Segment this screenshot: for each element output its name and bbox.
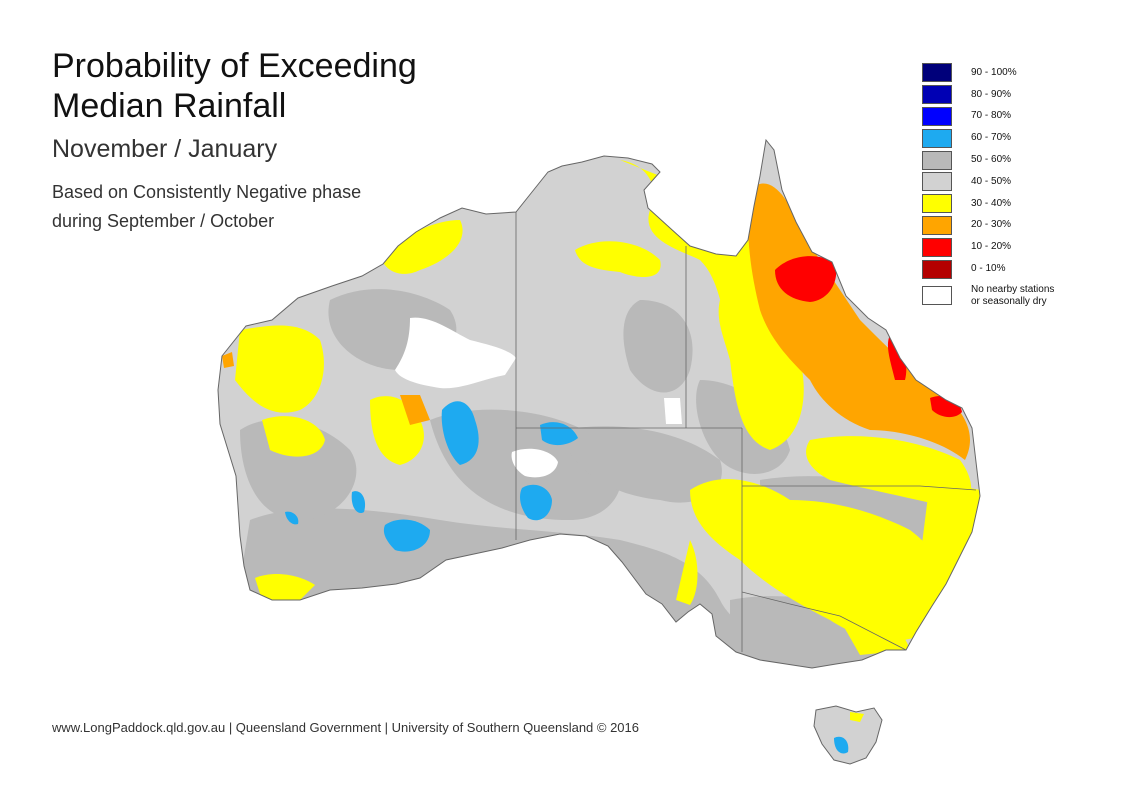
zone-red-cape-york-inland — [775, 256, 837, 302]
zone-blue-sa-central — [520, 484, 552, 521]
legend-swatch — [922, 128, 952, 148]
phase-note: Based on Consistently Negative phase dur… — [52, 178, 361, 236]
legend-item-0-10: 0 - 10% — [922, 258, 1112, 280]
zone-orange-qld — [748, 183, 970, 460]
credits-footer: www.LongPaddock.qld.gov.au | Queensland … — [52, 720, 639, 735]
zone-orange-wa-coast — [222, 352, 234, 368]
legend-swatch — [922, 237, 952, 257]
border-nsw-vic — [741, 591, 907, 651]
legend-item-80-90: 80 - 90% — [922, 84, 1112, 106]
legend-label: 80 - 90% — [971, 88, 1012, 100]
tasmania-blue — [834, 736, 849, 754]
zone-yellow-vic-east — [840, 616, 910, 655]
tasmania-yellow — [850, 712, 864, 722]
zone-no-data-great-sandy — [395, 317, 516, 389]
zone-no-data-nt-spot — [664, 398, 682, 424]
legend-label: 60 - 70% — [971, 132, 1012, 144]
legend-no-data-label: No nearby stations or seasonally dry — [971, 284, 1054, 308]
legend-swatch — [922, 150, 952, 170]
legend-swatch — [922, 106, 952, 126]
map-legend: 90 - 100% 80 - 90% 70 - 80% 60 - 70% 50 … — [922, 62, 1112, 311]
legend-swatch — [922, 85, 952, 105]
zone-yellow-east-coast — [900, 480, 980, 640]
legend-no-data-line-1: No nearby stations — [971, 283, 1055, 295]
zone-yellow-wa-north — [380, 220, 463, 274]
legend-item-90-100: 90 - 100% — [922, 62, 1112, 84]
legend-item-50-60: 50 - 60% — [922, 149, 1112, 171]
zone-blue-wa-central — [441, 401, 479, 465]
title-line-1: Probability of Exceeding — [52, 47, 417, 85]
zone-20-30 — [222, 183, 970, 460]
zone-blue-wa-southwest — [285, 511, 299, 525]
zone-yellow-wa-southwest — [262, 416, 325, 457]
tasmania — [813, 705, 883, 765]
legend-label: 30 - 40% — [971, 197, 1012, 209]
state-borders — [515, 212, 977, 652]
zone-yellow-se — [690, 479, 948, 641]
map-subtitle: November / January — [52, 135, 278, 163]
legend-label: 90 - 100% — [971, 66, 1017, 78]
zone-blue-wa-spot — [351, 491, 366, 514]
legend-label: 20 - 30% — [971, 219, 1012, 231]
legend-swatch — [922, 172, 952, 192]
title-line-2: Median Rainfall — [52, 87, 287, 125]
legend-label: 10 - 20% — [971, 241, 1012, 253]
legend-swatch — [922, 63, 952, 83]
zone-grey-qld-inland — [696, 380, 790, 474]
legend-item-10-20: 10 - 20% — [922, 236, 1112, 258]
zone-yellow-sa — [676, 540, 698, 605]
border-qld-nsw — [742, 485, 977, 491]
legend-item-30-40: 30 - 40% — [922, 193, 1112, 215]
zone-no-data — [395, 317, 682, 478]
legend-label: 40 - 50% — [971, 175, 1012, 187]
zone-red-qld-coast — [887, 335, 907, 380]
legend-item-70-80: 70 - 80% — [922, 106, 1112, 128]
legend-item-40-50: 40 - 50% — [922, 171, 1112, 193]
zone-no-data-lake-eyre — [511, 448, 558, 478]
zone-blue-wa-south — [383, 519, 430, 552]
zone-10-20 — [775, 256, 962, 418]
legend-swatch-no-data — [922, 286, 952, 306]
zone-grey-nt — [623, 300, 693, 393]
legend-swatch — [922, 215, 952, 235]
legend-label: 50 - 60% — [971, 154, 1012, 166]
legend-item-20-30: 20 - 30% — [922, 215, 1112, 237]
legend-item-no-data: No nearby stations or seasonally dry — [922, 281, 1112, 311]
zone-yellow-top-end-2 — [575, 241, 661, 277]
legend-label: 70 - 80% — [971, 110, 1012, 122]
zone-grey-east-central — [560, 426, 722, 503]
zone-yellow-wa-south-coast — [255, 574, 315, 600]
zone-orange-wa — [400, 395, 430, 425]
legend-no-data-line-2: or seasonally dry — [971, 295, 1047, 307]
map-title: Probability of Exceeding Median Rainfall — [52, 46, 417, 126]
zone-30-40 — [235, 160, 980, 655]
zone-yellow-wa-coast — [235, 325, 324, 413]
legend-swatch — [922, 194, 952, 214]
phase-note-line-1: Based on Consistently Negative phase — [52, 182, 362, 202]
legend-item-60-70: 60 - 70% — [922, 127, 1112, 149]
legend-swatch — [922, 259, 952, 279]
tasmania-land — [813, 705, 883, 765]
phase-note-line-2: during September / October — [52, 211, 275, 231]
legend-label: 0 - 10% — [971, 263, 1006, 275]
